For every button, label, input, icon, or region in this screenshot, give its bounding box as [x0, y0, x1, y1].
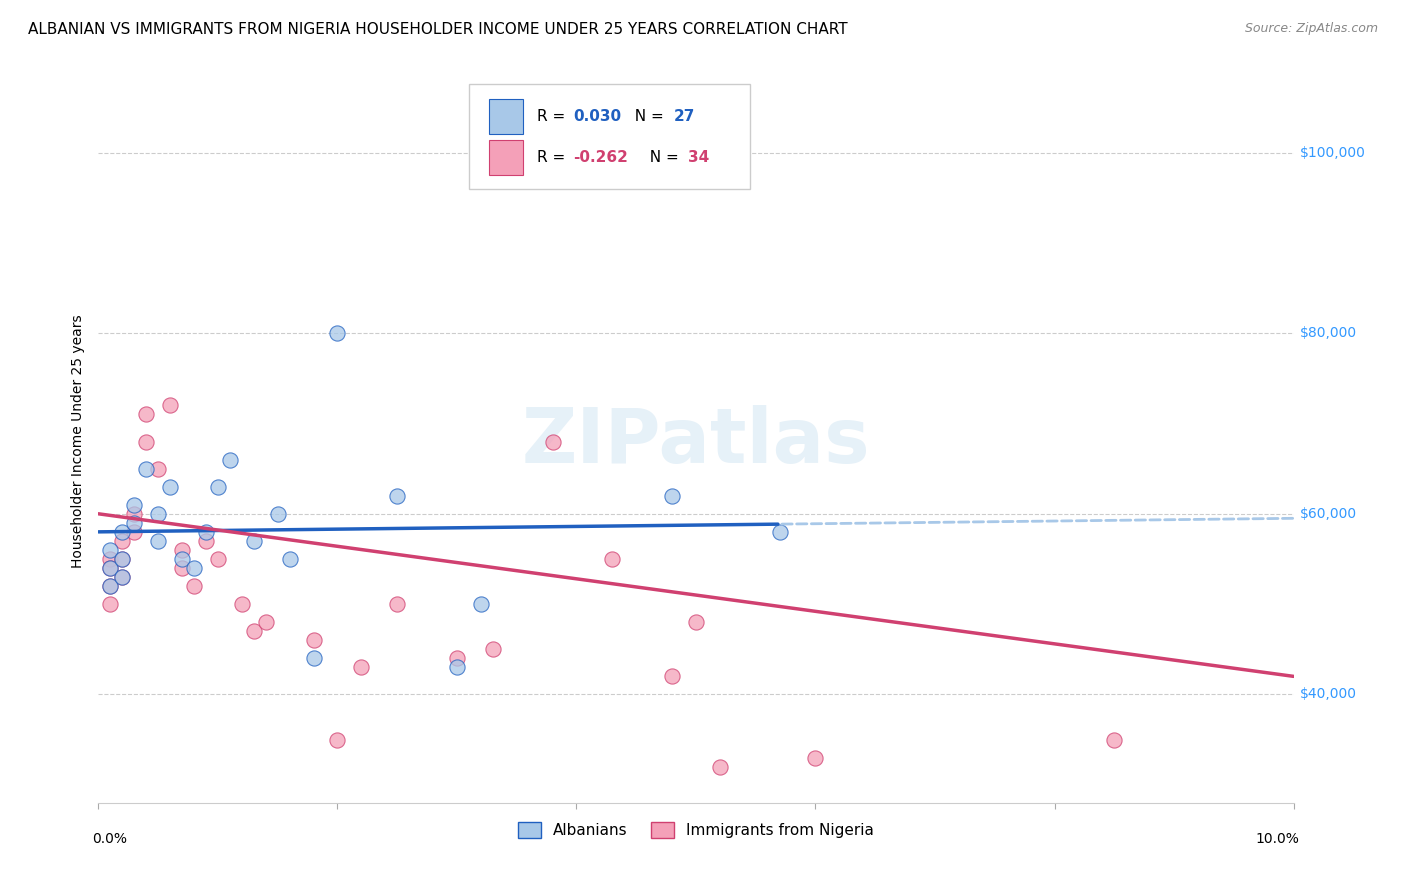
Point	[326, 326, 349, 341]
Point	[541, 434, 564, 449]
Text: 27: 27	[673, 109, 695, 124]
Point	[326, 732, 349, 747]
Point	[98, 579, 122, 593]
Point	[111, 552, 134, 566]
Point	[124, 516, 146, 530]
Point	[470, 597, 492, 611]
Text: N =: N =	[640, 150, 683, 165]
Point	[254, 615, 277, 630]
Point	[769, 524, 792, 539]
Point	[661, 669, 683, 683]
Point	[159, 480, 181, 494]
Point	[135, 408, 157, 422]
Point	[482, 642, 505, 657]
Text: -0.262: -0.262	[572, 150, 627, 165]
Legend: Albanians, Immigrants from Nigeria: Albanians, Immigrants from Nigeria	[510, 814, 882, 846]
Point	[207, 552, 229, 566]
Text: Source: ZipAtlas.com: Source: ZipAtlas.com	[1244, 22, 1378, 36]
Point	[350, 660, 373, 674]
Point	[98, 542, 122, 557]
Text: $100,000: $100,000	[1299, 145, 1365, 160]
Point	[446, 651, 468, 665]
FancyBboxPatch shape	[489, 140, 523, 175]
Point	[219, 452, 242, 467]
Point	[446, 660, 468, 674]
Point	[195, 533, 218, 548]
Point	[172, 561, 194, 575]
Point	[148, 461, 170, 475]
Text: 34: 34	[688, 150, 709, 165]
Point	[111, 524, 134, 539]
Point	[172, 552, 194, 566]
Point	[709, 760, 731, 774]
Point	[111, 570, 134, 584]
Point	[1104, 732, 1126, 747]
Point	[243, 533, 266, 548]
Point	[111, 552, 134, 566]
Point	[148, 507, 170, 521]
Text: ZIPatlas: ZIPatlas	[522, 405, 870, 478]
Text: 10.0%: 10.0%	[1256, 831, 1299, 846]
Point	[98, 561, 122, 575]
Text: ALBANIAN VS IMMIGRANTS FROM NIGERIA HOUSEHOLDER INCOME UNDER 25 YEARS CORRELATIO: ALBANIAN VS IMMIGRANTS FROM NIGERIA HOUS…	[28, 22, 848, 37]
Text: N =: N =	[626, 109, 669, 124]
Point	[602, 552, 624, 566]
Point	[385, 489, 409, 503]
Point	[159, 398, 181, 412]
Point	[98, 579, 122, 593]
Point	[267, 507, 290, 521]
Point	[98, 561, 122, 575]
Point	[183, 561, 205, 575]
Point	[243, 624, 266, 639]
Point	[124, 507, 146, 521]
Point	[135, 434, 157, 449]
Text: 0.030: 0.030	[572, 109, 621, 124]
Y-axis label: Householder Income Under 25 years: Householder Income Under 25 years	[70, 315, 84, 568]
Text: $80,000: $80,000	[1299, 326, 1357, 340]
Point	[278, 552, 301, 566]
Point	[661, 489, 683, 503]
Point	[124, 524, 146, 539]
Point	[98, 597, 122, 611]
Text: $40,000: $40,000	[1299, 688, 1357, 701]
Point	[124, 498, 146, 512]
Text: R =: R =	[537, 150, 571, 165]
FancyBboxPatch shape	[489, 99, 523, 134]
Point	[385, 597, 409, 611]
Point	[302, 651, 325, 665]
FancyBboxPatch shape	[470, 84, 749, 189]
Point	[148, 533, 170, 548]
Point	[183, 579, 205, 593]
Point	[135, 461, 157, 475]
Point	[111, 533, 134, 548]
Point	[111, 570, 134, 584]
Point	[207, 480, 229, 494]
Point	[195, 524, 218, 539]
Text: 0.0%: 0.0%	[93, 831, 128, 846]
Text: R =: R =	[537, 109, 571, 124]
Text: $60,000: $60,000	[1299, 507, 1357, 521]
Point	[804, 750, 827, 764]
Point	[98, 552, 122, 566]
Point	[231, 597, 253, 611]
Point	[685, 615, 707, 630]
Point	[302, 633, 325, 648]
Point	[172, 542, 194, 557]
